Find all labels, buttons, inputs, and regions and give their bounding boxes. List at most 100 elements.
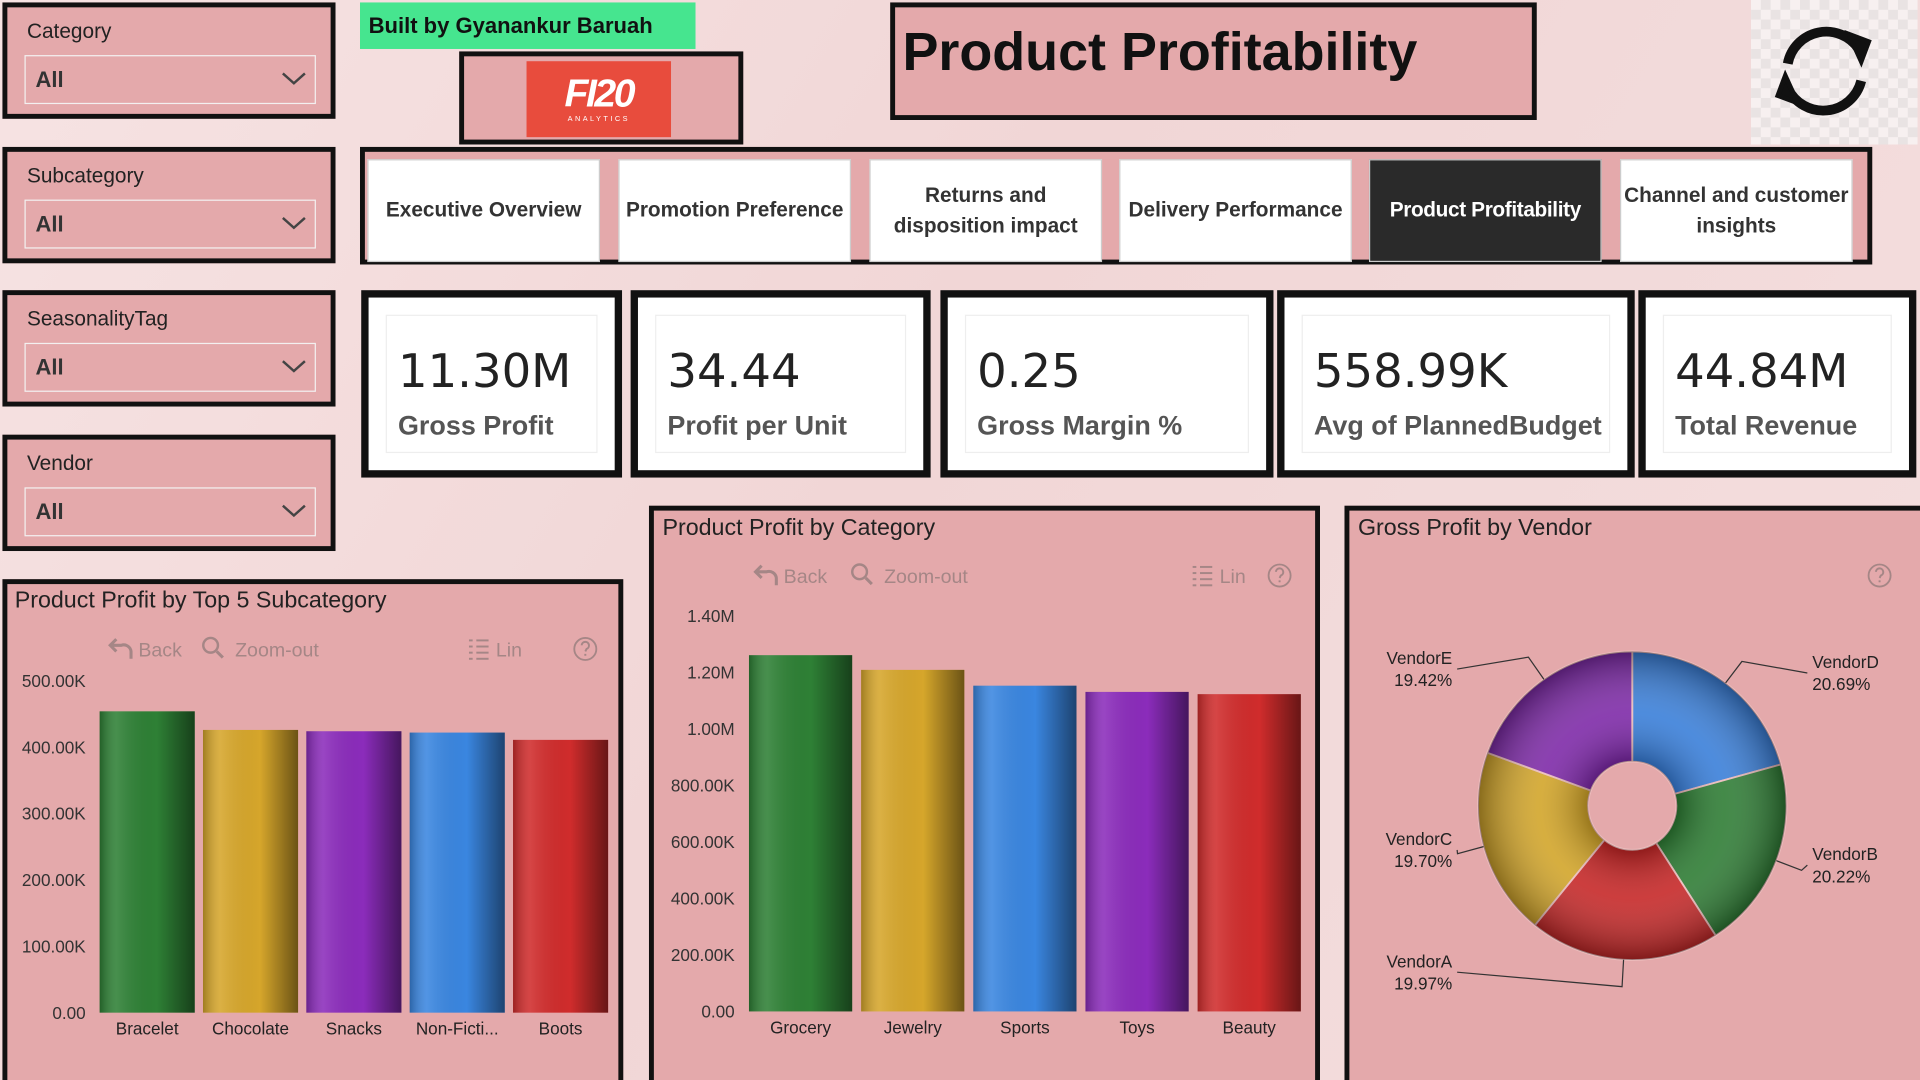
dropdown[interactable]: All xyxy=(24,487,316,537)
chevron xyxy=(282,217,306,230)
toolbar-button[interactable]: Zoom-out xyxy=(235,639,319,661)
help-icon xyxy=(573,637,598,661)
y-tick-label: 800.00K xyxy=(671,776,735,796)
kpi-frame xyxy=(964,314,1249,454)
kpi-label: Total Revenue xyxy=(1675,410,1858,441)
tab-bar: Executive Overview Promotion Preference Re… xyxy=(360,146,1873,265)
x-tick-label: Sports xyxy=(1000,1017,1050,1037)
bar-shade xyxy=(973,685,1077,1012)
dropdown[interactable]: All xyxy=(24,199,316,249)
slice-value: 20.69% xyxy=(1812,674,1870,694)
kpi-inner: 11.30M Gross Profit xyxy=(368,297,615,471)
toolbar-button[interactable]: Lin xyxy=(496,639,522,661)
x-tick-label: Grocery xyxy=(770,1017,831,1037)
y-tick-label: 400.00K xyxy=(22,737,86,757)
refresh-button[interactable] xyxy=(1751,0,1918,145)
dropdown-value: All xyxy=(35,355,64,380)
slicer: Subcategory All xyxy=(2,146,336,264)
zoom-icon xyxy=(202,636,220,654)
toolbar-button[interactable]: Lin xyxy=(1220,566,1246,588)
y-tick-label: 600.00K xyxy=(671,832,735,852)
logo-text: FI20 xyxy=(564,71,635,116)
nav-tab[interactable]: Promotion Preference xyxy=(618,159,852,263)
bar-shade xyxy=(748,655,853,1012)
bar-shade xyxy=(306,731,402,1013)
y-tick-label: 1.40M xyxy=(687,606,735,626)
chevron xyxy=(282,504,306,518)
kpi-card: 11.30M Gross Profit xyxy=(361,290,623,478)
slice-value: 19.42% xyxy=(1394,670,1452,690)
kpi-inner: 44.84M Total Revenue xyxy=(1645,297,1909,471)
bar-shade xyxy=(861,669,965,1012)
slicer: SeasonalityTag All xyxy=(2,290,336,407)
leader-line xyxy=(1725,660,1808,684)
help-icon xyxy=(1274,567,1285,583)
slicer: Vendor All xyxy=(2,434,336,552)
kpi-card: 0.25 Gross Margin % xyxy=(940,290,1274,478)
slice-value: 19.70% xyxy=(1394,851,1452,871)
slice-label: VendorB xyxy=(1812,844,1878,864)
chart-title: Gross Profit by Vendor xyxy=(1358,514,1592,540)
leader-line xyxy=(1457,959,1625,988)
kpi-label: Profit per Unit xyxy=(667,410,847,441)
slicer-label: Vendor xyxy=(26,451,93,476)
y-tick-label: 300.00K xyxy=(22,804,86,824)
leader-line xyxy=(1456,846,1484,855)
chart-title: Product Profit by Category xyxy=(662,514,935,540)
slicer: Category All xyxy=(2,2,336,119)
slice-label: VendorE xyxy=(1387,648,1453,668)
slice-value: 19.97% xyxy=(1394,973,1452,993)
zoom-icon xyxy=(851,563,869,581)
back-icon xyxy=(753,564,778,586)
toolbar-button[interactable]: Back xyxy=(138,639,182,661)
chevron xyxy=(282,360,306,373)
help-icon xyxy=(1267,563,1292,588)
nav-tab[interactable]: Returns and disposition impact xyxy=(869,159,1103,263)
logo: FI20 ANALYTICS xyxy=(526,61,672,138)
logo-subtext: ANALYTICS xyxy=(567,116,630,124)
leader-line xyxy=(1457,656,1545,680)
kpi-label: Avg of PlannedBudget xyxy=(1313,410,1602,441)
y-tick-label: 200.00K xyxy=(671,945,735,965)
chart-title: Product Profit by Top 5 Subcategory xyxy=(15,586,387,612)
kpi-label: Gross Margin % xyxy=(977,410,1183,441)
kpi-value: 34.44 xyxy=(667,344,801,398)
bar-shade xyxy=(513,739,609,1013)
slice-label: VendorC xyxy=(1386,829,1453,849)
kpi-card: 34.44 Profit per Unit xyxy=(630,290,931,478)
refresh-icon xyxy=(1774,26,1872,116)
y-tick-label: 0.00 xyxy=(701,1002,734,1022)
back-icon xyxy=(108,638,133,659)
x-tick-label: Jewelry xyxy=(884,1017,942,1037)
bar-shade xyxy=(99,711,195,1013)
x-tick-label: Toys xyxy=(1119,1017,1154,1037)
kpi-label: Gross Profit xyxy=(397,410,554,441)
zoom-icon xyxy=(215,650,224,659)
slicer-label: Category xyxy=(26,19,112,43)
slice-label: VendorD xyxy=(1812,652,1879,672)
kpi-inner: 558.99K Avg of PlannedBudget xyxy=(1284,297,1628,471)
bar-shade xyxy=(409,732,505,1013)
kpi-value: 558.99K xyxy=(1313,344,1508,398)
kpi-inner: 34.44 Profit per Unit xyxy=(637,297,924,471)
kpi-value: 11.30M xyxy=(397,344,572,398)
nav-tab[interactable]: Product Profitability xyxy=(1368,159,1602,263)
dropdown[interactable]: All xyxy=(24,342,316,392)
x-tick-label: Non-Ficti... xyxy=(416,1019,499,1039)
x-tick-label: Beauty xyxy=(1223,1017,1277,1037)
dropdown[interactable]: All xyxy=(24,55,316,105)
kpi-frame xyxy=(385,314,598,454)
nav-tab[interactable]: Delivery Performance xyxy=(1119,159,1352,263)
kpi-value: 44.84M xyxy=(1675,344,1849,398)
logo-box: FI20 ANALYTICS xyxy=(459,51,744,145)
kpi-card: 558.99K Avg of PlannedBudget xyxy=(1277,290,1635,478)
bar-shade xyxy=(1085,691,1189,1012)
nav-tab[interactable]: Executive Overview xyxy=(367,159,600,263)
toolbar-button[interactable]: Zoom-out xyxy=(884,566,968,588)
toolbar-button[interactable]: Back xyxy=(784,566,828,588)
x-tick-label: Chocolate xyxy=(212,1019,289,1039)
kpi-frame xyxy=(1301,314,1611,454)
nav-tab[interactable]: Channel and customer insights xyxy=(1620,159,1853,263)
